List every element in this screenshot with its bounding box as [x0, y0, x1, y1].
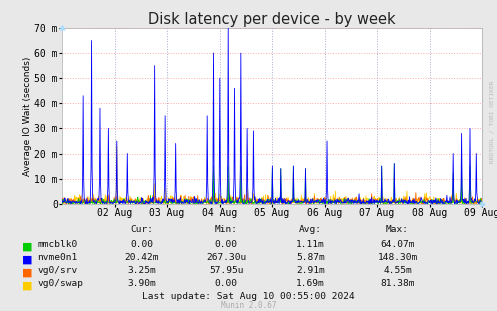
Text: ■: ■ — [22, 242, 33, 252]
Text: Avg:: Avg: — [299, 225, 322, 234]
Text: ■: ■ — [22, 255, 33, 265]
Text: 148.30m: 148.30m — [378, 253, 417, 262]
Text: mmcblk0: mmcblk0 — [37, 239, 78, 248]
Text: 0.00: 0.00 — [215, 279, 238, 288]
Text: Last update: Sat Aug 10 00:55:00 2024: Last update: Sat Aug 10 00:55:00 2024 — [142, 291, 355, 300]
Text: 5.87m: 5.87m — [296, 253, 325, 262]
Text: ■: ■ — [22, 281, 33, 291]
Text: vg0/srv: vg0/srv — [37, 266, 78, 275]
Text: 57.95u: 57.95u — [209, 266, 244, 275]
Text: RRDTOOL / TOBI OETIKER: RRDTOOL / TOBI OETIKER — [489, 80, 494, 163]
Text: nvme0n1: nvme0n1 — [37, 253, 78, 262]
Text: Min:: Min: — [215, 225, 238, 234]
Text: 0.00: 0.00 — [130, 239, 153, 248]
Text: 20.42m: 20.42m — [124, 253, 159, 262]
Text: 267.30u: 267.30u — [206, 253, 246, 262]
Text: 81.38m: 81.38m — [380, 279, 415, 288]
Text: 1.11m: 1.11m — [296, 239, 325, 248]
Text: 3.25m: 3.25m — [127, 266, 156, 275]
Text: vg0/swap: vg0/swap — [37, 279, 83, 288]
Text: 0.00: 0.00 — [215, 239, 238, 248]
Text: Cur:: Cur: — [130, 225, 153, 234]
Text: 1.69m: 1.69m — [296, 279, 325, 288]
Text: 64.07m: 64.07m — [380, 239, 415, 248]
Title: Disk latency per device - by week: Disk latency per device - by week — [148, 12, 396, 27]
Text: 2.91m: 2.91m — [296, 266, 325, 275]
Text: Max:: Max: — [386, 225, 409, 234]
Text: 4.55m: 4.55m — [383, 266, 412, 275]
Y-axis label: Average IO Wait (seconds): Average IO Wait (seconds) — [23, 56, 32, 175]
Text: ■: ■ — [22, 268, 33, 278]
Text: 3.90m: 3.90m — [127, 279, 156, 288]
Text: Munin 2.0.67: Munin 2.0.67 — [221, 301, 276, 310]
